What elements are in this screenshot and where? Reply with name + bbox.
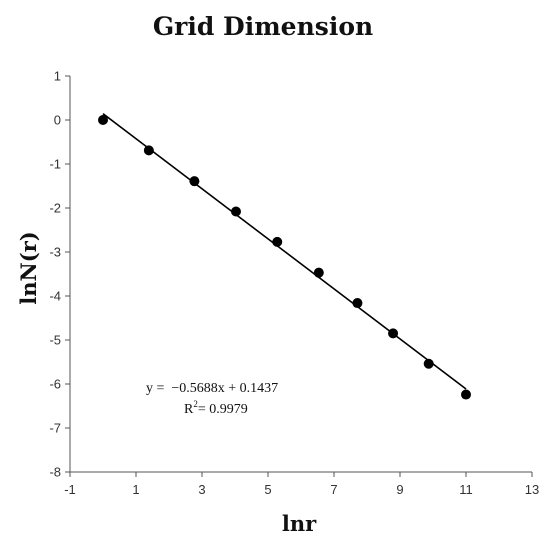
y-tick-label: -3 — [49, 245, 61, 260]
regression-equation: y = −0.5688x + 0.1437 — [146, 381, 278, 396]
x-tick-label: -1 — [64, 482, 76, 497]
data-point — [230, 206, 241, 217]
data-point — [461, 389, 471, 400]
y-tick-label: 1 — [54, 69, 61, 84]
data-point — [143, 145, 154, 156]
y-tick-label: -2 — [49, 201, 61, 216]
y-tick-label: -4 — [49, 289, 61, 304]
data-point — [352, 298, 363, 309]
data-point — [189, 176, 200, 187]
r-squared-value: = 0.9979 — [198, 402, 248, 417]
data-point — [313, 267, 324, 278]
x-tick-label: 11 — [459, 482, 473, 497]
axes — [65, 75, 533, 477]
x-axis-title: lnr — [282, 511, 317, 536]
tick-labels: 10-1-2-3-4-5-6-7-8-1 1 3 5 7 9 11 13 — [49, 69, 539, 498]
x-tick-label: 3 — [198, 482, 205, 497]
r-squared-superscript: 2 — [193, 399, 198, 409]
y-axis-title: lnN(r) — [16, 231, 41, 304]
y-tick-label: -8 — [49, 465, 61, 480]
chart-title: Grid Dimension — [153, 12, 373, 41]
y-tick-label: 0 — [54, 113, 61, 128]
data-points — [98, 115, 471, 400]
data-point — [272, 236, 283, 247]
x-tick-label: 13 — [525, 482, 539, 497]
y-tick-label: -6 — [49, 377, 61, 392]
x-tick-label: 1 — [132, 482, 139, 497]
r-squared-label: R2= 0.9979 — [184, 399, 248, 417]
trendline — [102, 113, 467, 390]
x-tick-label: 7 — [330, 482, 337, 497]
x-tick-label: 9 — [396, 482, 403, 497]
y-tick-label: -5 — [49, 333, 61, 348]
data-point — [423, 358, 434, 369]
regression-annotation: y = −0.5688x + 0.1437 R2= 0.9979 — [146, 381, 278, 417]
y-tick-label: -7 — [49, 421, 61, 436]
r-squared-prefix: R — [184, 402, 194, 417]
y-tick-label: -1 — [49, 157, 61, 172]
x-tick-label: 5 — [264, 482, 271, 497]
data-point — [388, 328, 399, 339]
trendline-group — [102, 113, 467, 390]
data-point — [98, 115, 108, 125]
